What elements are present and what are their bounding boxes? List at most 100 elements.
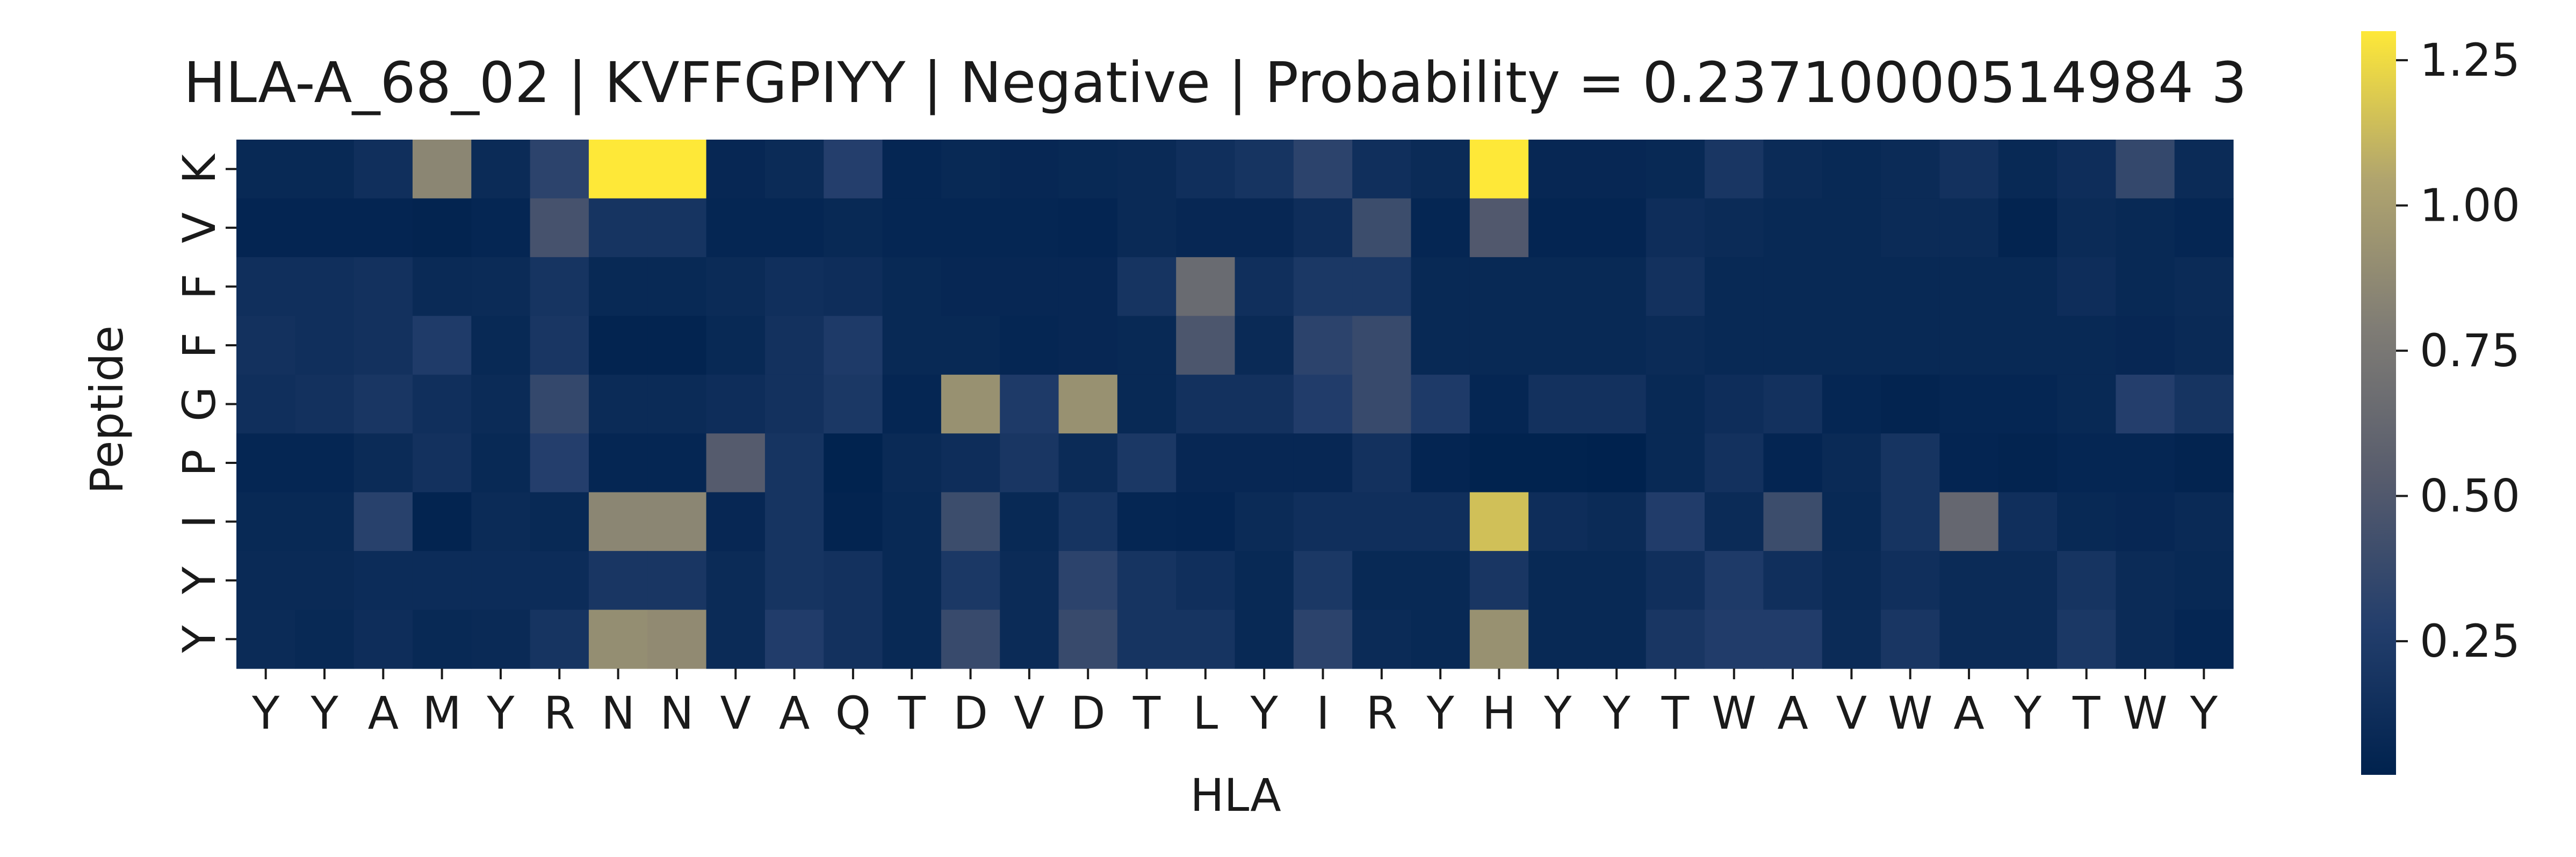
heatmap-cell bbox=[1705, 316, 1764, 375]
heatmap-cell bbox=[1881, 140, 1940, 199]
heatmap-cell bbox=[2057, 609, 2116, 669]
heatmap-cell bbox=[1881, 198, 1940, 258]
x-tick-label: Y bbox=[1543, 687, 1572, 739]
heatmap-cell bbox=[2174, 198, 2234, 258]
heatmap-cell bbox=[1352, 316, 1412, 375]
heatmap-cell bbox=[882, 433, 942, 493]
heatmap-cell bbox=[882, 492, 942, 551]
heatmap-cell bbox=[1117, 492, 1177, 551]
heatmap-cell bbox=[1646, 316, 1705, 375]
heatmap-cell bbox=[1822, 433, 1881, 493]
heatmap-cell bbox=[1117, 374, 1177, 434]
heatmap-cell bbox=[764, 433, 824, 493]
heatmap-cell bbox=[412, 433, 472, 493]
heatmap-cell bbox=[647, 492, 707, 551]
heatmap-cell bbox=[1411, 433, 1470, 493]
heatmap-cell bbox=[530, 316, 589, 375]
heatmap-cell bbox=[1646, 433, 1705, 493]
colorbar bbox=[2361, 31, 2396, 775]
heatmap-cell bbox=[1763, 609, 1823, 669]
heatmap-cell bbox=[1528, 433, 1588, 493]
heatmap-cell bbox=[1117, 198, 1177, 258]
heatmap-cell bbox=[1293, 374, 1353, 434]
heatmap-cell bbox=[764, 198, 824, 258]
heatmap-cell bbox=[1235, 551, 1294, 611]
heatmap-cell bbox=[530, 140, 589, 199]
heatmap-cell bbox=[764, 257, 824, 316]
x-tick-label: T bbox=[2072, 687, 2101, 739]
heatmap-cell bbox=[2116, 140, 2175, 199]
x-tick-label: A bbox=[1953, 687, 1984, 739]
heatmap-cell bbox=[295, 433, 355, 493]
heatmap-cell bbox=[1822, 551, 1881, 611]
heatmap-cell bbox=[588, 492, 648, 551]
heatmap-cell bbox=[1939, 257, 1999, 316]
heatmap-cell bbox=[1587, 551, 1647, 611]
x-tick-label: A bbox=[1777, 687, 1808, 739]
heatmap-cells bbox=[236, 140, 2234, 669]
y-tick-label: I bbox=[173, 515, 226, 528]
heatmap-cell bbox=[882, 374, 942, 434]
heatmap-cell bbox=[1998, 492, 2058, 551]
heatmap-cell bbox=[706, 433, 766, 493]
heatmap-cell bbox=[1176, 492, 1236, 551]
heatmap-cell bbox=[295, 609, 355, 669]
heatmap-cell bbox=[1998, 609, 2058, 669]
heatmap-cell bbox=[1763, 257, 1823, 316]
heatmap-cell bbox=[1293, 551, 1353, 611]
y-axis-label: Peptide bbox=[81, 325, 133, 494]
heatmap-cell bbox=[1469, 257, 1529, 316]
heatmap-cell bbox=[1058, 433, 1118, 493]
heatmap-cell bbox=[1117, 433, 1177, 493]
x-tick-label: A bbox=[368, 687, 399, 739]
heatmap-cell bbox=[1235, 316, 1294, 375]
colorbar-tick-label: 0.75 bbox=[2420, 324, 2520, 377]
heatmap-cell bbox=[2116, 198, 2175, 258]
heatmap-cell bbox=[1411, 257, 1470, 316]
x-tick-label: Y bbox=[1426, 687, 1454, 739]
heatmap-cell bbox=[706, 316, 766, 375]
heatmap-cell bbox=[1763, 433, 1823, 493]
heatmap-cell bbox=[1058, 198, 1118, 258]
heatmap-cell bbox=[1822, 374, 1881, 434]
heatmap-cell bbox=[295, 374, 355, 434]
heatmap-cell bbox=[1469, 374, 1529, 434]
heatmap-cell bbox=[1705, 433, 1764, 493]
heatmap-cell bbox=[1293, 257, 1353, 316]
heatmap-cell bbox=[941, 551, 1000, 611]
x-tick-label: V bbox=[720, 687, 751, 739]
heatmap-cell bbox=[236, 140, 295, 199]
heatmap-cell bbox=[1998, 140, 2058, 199]
heatmap-cell bbox=[1528, 492, 1588, 551]
heatmap-cell bbox=[1293, 492, 1353, 551]
heatmap-cell bbox=[295, 492, 355, 551]
heatmap-cell bbox=[1528, 257, 1588, 316]
heatmap-cell bbox=[764, 609, 824, 669]
heatmap-cell bbox=[1411, 609, 1470, 669]
heatmap-cell bbox=[941, 492, 1000, 551]
heatmap-cell bbox=[1058, 609, 1118, 669]
heatmap-cell bbox=[882, 316, 942, 375]
heatmap-cell bbox=[824, 198, 883, 258]
heatmap-cell bbox=[1822, 198, 1881, 258]
x-tick-label: T bbox=[898, 687, 926, 739]
heatmap-cell bbox=[941, 374, 1000, 434]
heatmap-cell bbox=[1822, 609, 1881, 669]
heatmap-cell bbox=[1117, 257, 1177, 316]
x-tick-label: N bbox=[660, 687, 694, 739]
heatmap-cell bbox=[1352, 374, 1412, 434]
heatmap-cell bbox=[295, 551, 355, 611]
heatmap-cell bbox=[1235, 609, 1294, 669]
heatmap-cell bbox=[2057, 198, 2116, 258]
heatmap-cell bbox=[1469, 433, 1529, 493]
heatmap-cell bbox=[706, 374, 766, 434]
heatmap-cell bbox=[824, 433, 883, 493]
heatmap-cell bbox=[647, 316, 707, 375]
heatmap-cell bbox=[1998, 551, 2058, 611]
heatmap-cell bbox=[588, 609, 648, 669]
heatmap-cell bbox=[1352, 551, 1412, 611]
heatmap-cell bbox=[1998, 316, 2058, 375]
y-tick-label: Y bbox=[173, 566, 226, 594]
heatmap-cell bbox=[882, 140, 942, 199]
